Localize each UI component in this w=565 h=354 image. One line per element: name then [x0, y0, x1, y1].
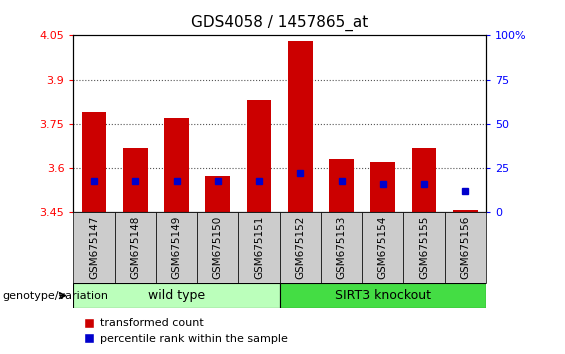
Text: genotype/variation: genotype/variation — [3, 291, 109, 301]
Text: GSM675147: GSM675147 — [89, 216, 99, 280]
Bar — [82, 112, 106, 212]
FancyBboxPatch shape — [197, 212, 238, 283]
Bar — [453, 210, 477, 212]
Bar — [164, 118, 189, 212]
Text: GSM675153: GSM675153 — [337, 216, 346, 280]
FancyBboxPatch shape — [445, 212, 486, 283]
FancyBboxPatch shape — [280, 212, 321, 283]
Text: GSM675151: GSM675151 — [254, 216, 264, 280]
Bar — [247, 100, 271, 212]
Title: GDS4058 / 1457865_at: GDS4058 / 1457865_at — [191, 15, 368, 31]
Text: wild type: wild type — [148, 289, 205, 302]
Text: GSM675155: GSM675155 — [419, 216, 429, 280]
Text: GSM675148: GSM675148 — [131, 216, 140, 280]
FancyBboxPatch shape — [238, 212, 280, 283]
Text: GSM675149: GSM675149 — [172, 216, 181, 280]
Text: GSM675150: GSM675150 — [213, 216, 223, 279]
Bar — [412, 148, 436, 212]
Bar — [123, 148, 147, 212]
FancyBboxPatch shape — [362, 212, 403, 283]
FancyBboxPatch shape — [403, 212, 445, 283]
Text: GSM675154: GSM675154 — [378, 216, 388, 280]
FancyBboxPatch shape — [73, 212, 115, 283]
Text: SIRT3 knockout: SIRT3 knockout — [335, 289, 431, 302]
Bar — [206, 176, 230, 212]
FancyBboxPatch shape — [321, 212, 362, 283]
Bar — [371, 162, 395, 212]
Legend: transformed count, percentile rank within the sample: transformed count, percentile rank withi… — [79, 314, 293, 348]
FancyBboxPatch shape — [156, 212, 197, 283]
Bar — [329, 159, 354, 212]
Bar — [288, 41, 312, 212]
FancyBboxPatch shape — [280, 283, 486, 308]
Text: GSM675156: GSM675156 — [460, 216, 470, 280]
FancyBboxPatch shape — [73, 283, 280, 308]
FancyBboxPatch shape — [115, 212, 156, 283]
Text: GSM675152: GSM675152 — [295, 216, 305, 280]
